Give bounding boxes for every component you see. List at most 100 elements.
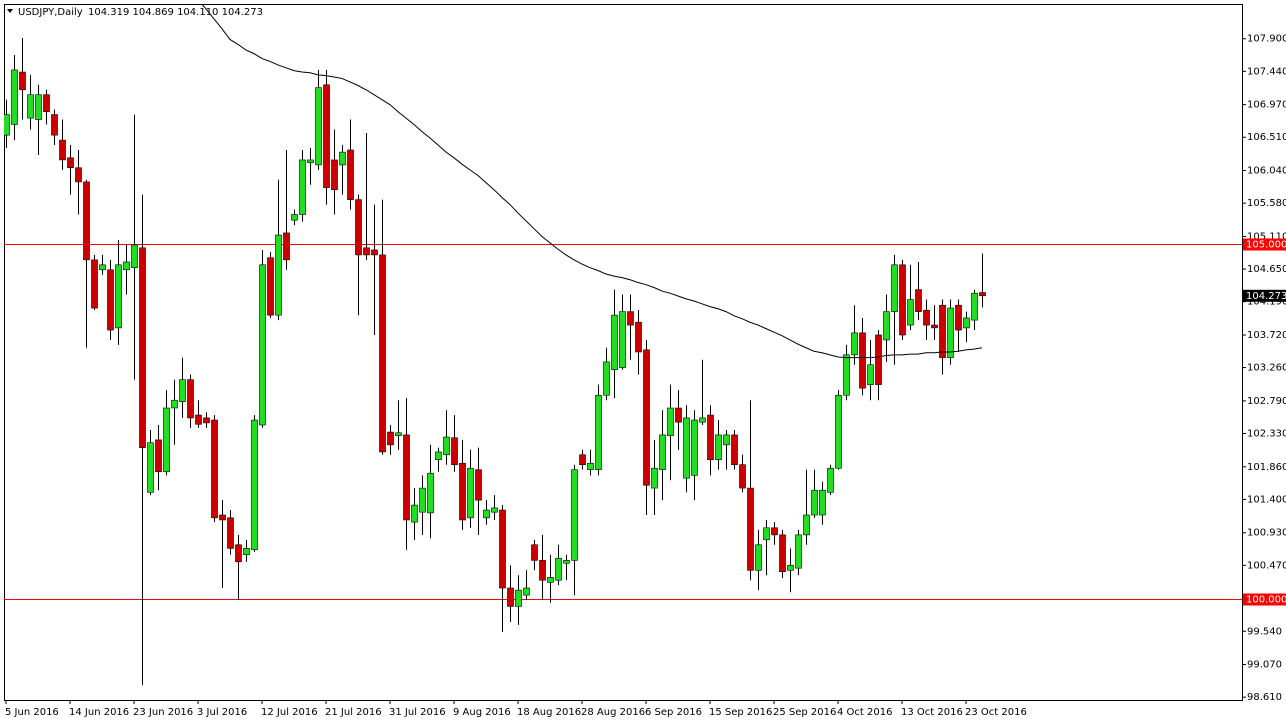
candle-body xyxy=(123,261,130,271)
y-tick-label: 100.470 xyxy=(1247,560,1286,571)
candle-body xyxy=(131,244,138,268)
candle-body xyxy=(27,94,34,119)
candle-body xyxy=(411,504,418,523)
candle-body xyxy=(331,159,338,190)
candle-body xyxy=(99,264,106,271)
candle-body xyxy=(619,311,626,368)
candle-body xyxy=(963,317,970,329)
x-tick-label: 4 Oct 2016 xyxy=(837,707,892,718)
candle-body xyxy=(899,264,906,336)
candle-body xyxy=(923,309,930,326)
candle-body xyxy=(819,489,826,516)
x-tick-label: 28 Aug 2016 xyxy=(581,707,645,718)
x-tick-label: 31 Jul 2016 xyxy=(389,707,446,718)
price-tag-label: 104.273 xyxy=(1246,291,1286,302)
x-tick-label: 12 Jul 2016 xyxy=(261,707,318,718)
candle-body xyxy=(147,442,154,493)
candle-body xyxy=(651,467,658,489)
candle-body xyxy=(955,304,962,331)
candle-body xyxy=(779,534,786,573)
candle-body xyxy=(403,434,410,521)
candle-body xyxy=(691,419,698,476)
candle-body xyxy=(339,151,346,166)
candle-body xyxy=(227,517,234,549)
h-line-label: 105.000 xyxy=(1246,240,1286,251)
h-line-tag xyxy=(1243,593,1286,606)
candle-body xyxy=(427,472,434,514)
candle-body xyxy=(635,321,642,353)
candle-body xyxy=(595,394,602,470)
candle-body xyxy=(299,159,306,215)
candle-body xyxy=(971,292,978,321)
x-tick-label: 9 Aug 2016 xyxy=(453,707,511,718)
x-tick-label: 5 Jun 2016 xyxy=(5,707,59,718)
candle-body xyxy=(843,354,850,396)
candle-body xyxy=(579,454,586,465)
candle-body xyxy=(603,361,610,396)
x-tick-label: 14 Jun 2016 xyxy=(69,707,129,718)
x-tick-label: 23 Oct 2016 xyxy=(965,707,1027,718)
candle-body xyxy=(75,167,82,183)
candle-body xyxy=(171,399,178,409)
candle-body xyxy=(4,114,10,136)
x-tick-label: 25 Sep 2016 xyxy=(773,707,836,718)
candle-body xyxy=(667,407,674,436)
candle-body xyxy=(851,332,858,356)
x-tick-label: 21 Jul 2016 xyxy=(325,707,382,718)
candle-body xyxy=(787,565,794,571)
candle-body xyxy=(627,311,634,326)
candle-body xyxy=(107,269,114,331)
candle-body xyxy=(723,434,730,446)
candle-body xyxy=(507,587,514,607)
candle-body xyxy=(59,139,66,161)
menu-arrow[interactable] xyxy=(7,9,13,13)
candle-body xyxy=(611,314,618,371)
candle-body xyxy=(675,407,682,423)
plot-frame xyxy=(4,4,1243,701)
y-tick-label: 106.970 xyxy=(1247,100,1286,111)
candle-body xyxy=(867,364,874,385)
h-line-label: 100.000 xyxy=(1246,595,1286,606)
candle-body xyxy=(363,247,370,256)
candle-body xyxy=(283,232,290,261)
y-tick-label: 102.790 xyxy=(1247,396,1286,407)
candle-body xyxy=(387,431,394,446)
candle-body xyxy=(467,467,474,519)
candle-body xyxy=(523,587,530,596)
candle-body xyxy=(947,307,954,358)
candle-body xyxy=(251,419,258,551)
candle-body xyxy=(11,69,18,125)
candle-body xyxy=(763,527,770,541)
plot-area xyxy=(4,4,1242,686)
candle-body xyxy=(515,589,522,607)
candle-body xyxy=(219,514,226,521)
y-tick-label: 104.190 xyxy=(1247,297,1286,308)
y-tick-label: 104.650 xyxy=(1247,264,1286,275)
candle-body xyxy=(243,548,250,556)
candle-body xyxy=(451,437,458,465)
candle-body xyxy=(907,299,914,326)
candle-body xyxy=(19,71,26,91)
candle-body xyxy=(291,214,298,221)
x-tick-label: 13 Oct 2016 xyxy=(901,707,963,718)
y-tick-label: 101.860 xyxy=(1247,462,1286,473)
candle-body xyxy=(211,419,218,519)
candle-body xyxy=(563,560,570,564)
candle-body xyxy=(891,264,898,312)
candle-body xyxy=(315,87,322,166)
candle-body xyxy=(531,544,538,561)
y-tick-label: 102.330 xyxy=(1247,429,1286,440)
candle-body xyxy=(435,451,442,461)
candle-body xyxy=(979,292,986,297)
candle-body xyxy=(139,247,146,448)
h-line-tag xyxy=(1243,238,1286,251)
candle-body xyxy=(875,334,882,385)
candle-body xyxy=(179,379,186,402)
candle-body xyxy=(547,577,554,583)
candle-body xyxy=(51,114,58,136)
candle-body xyxy=(443,436,450,456)
x-tick-label: 6 Sep 2016 xyxy=(645,707,702,718)
candle-body xyxy=(491,507,498,513)
candle-body xyxy=(187,379,194,419)
